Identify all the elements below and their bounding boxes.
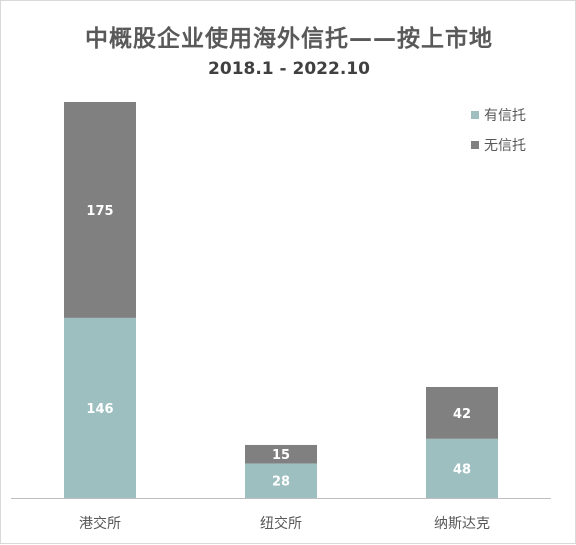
x-tick-label: 纳斯达克 bbox=[434, 516, 490, 532]
bar-segment bbox=[64, 102, 136, 318]
bar-segment bbox=[426, 438, 498, 498]
bar-segment bbox=[245, 444, 317, 464]
data-label: 42 bbox=[453, 407, 471, 422]
chart-subtitle: 2018.1 - 2022.10 bbox=[208, 59, 370, 79]
bar-segment bbox=[426, 386, 498, 439]
legend-label: 有信托 bbox=[484, 108, 526, 124]
bar-segment bbox=[64, 317, 136, 498]
bar-segment bbox=[245, 463, 317, 498]
legend-swatch bbox=[471, 111, 479, 119]
chart-title: 中概股企业使用海外信托——按上市地 bbox=[85, 26, 493, 52]
legend-label: 无信托 bbox=[484, 138, 526, 154]
legend-swatch bbox=[471, 141, 479, 149]
data-label: 28 bbox=[272, 475, 290, 490]
data-label: 146 bbox=[86, 402, 113, 417]
x-tick-label: 港交所 bbox=[79, 515, 121, 532]
data-label: 15 bbox=[272, 448, 290, 463]
data-label: 48 bbox=[453, 462, 471, 477]
data-label: 175 bbox=[86, 204, 113, 219]
x-tick-label: 纽交所 bbox=[260, 515, 302, 532]
